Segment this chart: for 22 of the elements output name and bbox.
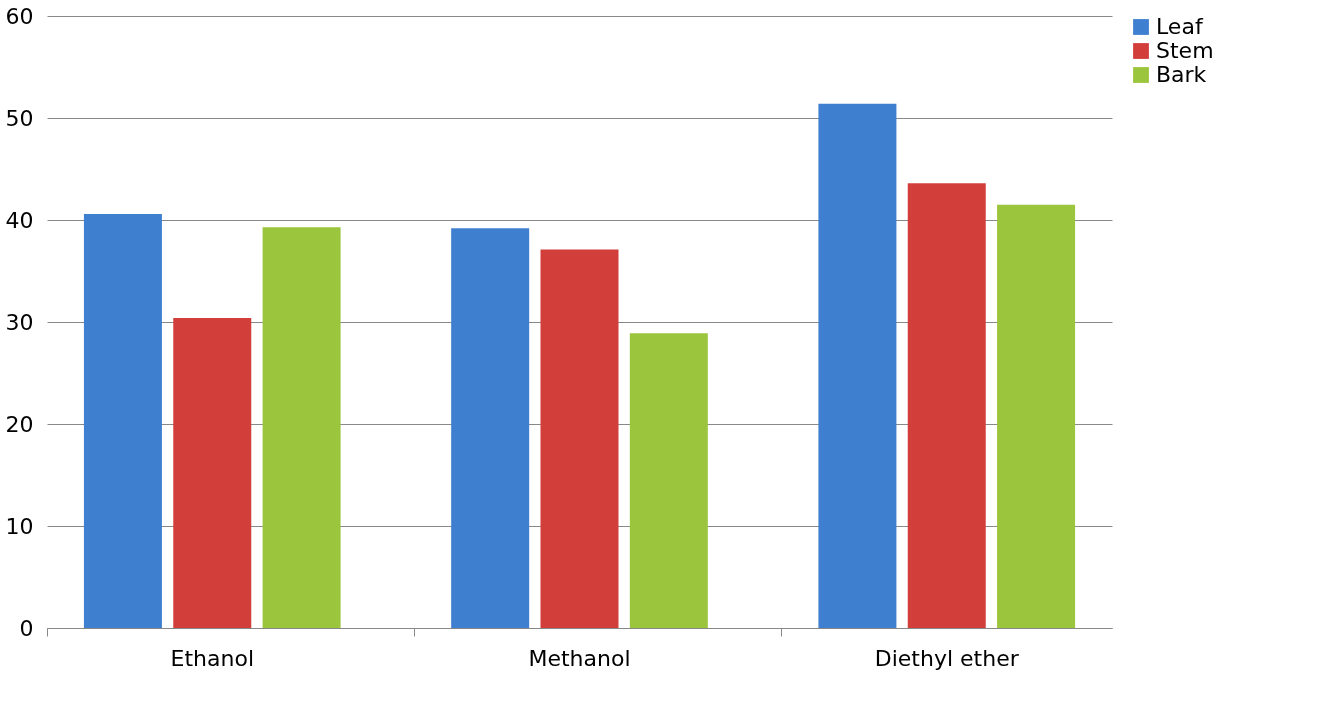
legend-label: Leaf — [1156, 14, 1204, 39]
bar — [540, 249, 619, 628]
x-tick-label: Ethanol — [170, 645, 254, 671]
bar — [818, 103, 897, 628]
bar — [83, 213, 162, 628]
bar — [907, 183, 986, 628]
legend-label: Bark — [1156, 62, 1207, 87]
bar — [173, 317, 252, 628]
y-tick-label: 60 — [5, 3, 34, 29]
bar — [997, 204, 1076, 628]
x-tick-label: Diethyl ether — [874, 645, 1020, 671]
y-tick-label: 40 — [5, 207, 34, 233]
y-tick-label: 50 — [5, 105, 34, 131]
y-tick-label: 20 — [5, 411, 34, 437]
y-tick-label: 30 — [5, 309, 34, 335]
bar — [451, 228, 530, 628]
y-tick-label: 10 — [5, 513, 34, 539]
y-tick-label: 0 — [19, 615, 34, 641]
x-tick-label: Methanol — [528, 645, 631, 671]
legend-label: Stem — [1156, 38, 1214, 63]
bar — [629, 333, 708, 628]
bar — [262, 227, 341, 628]
